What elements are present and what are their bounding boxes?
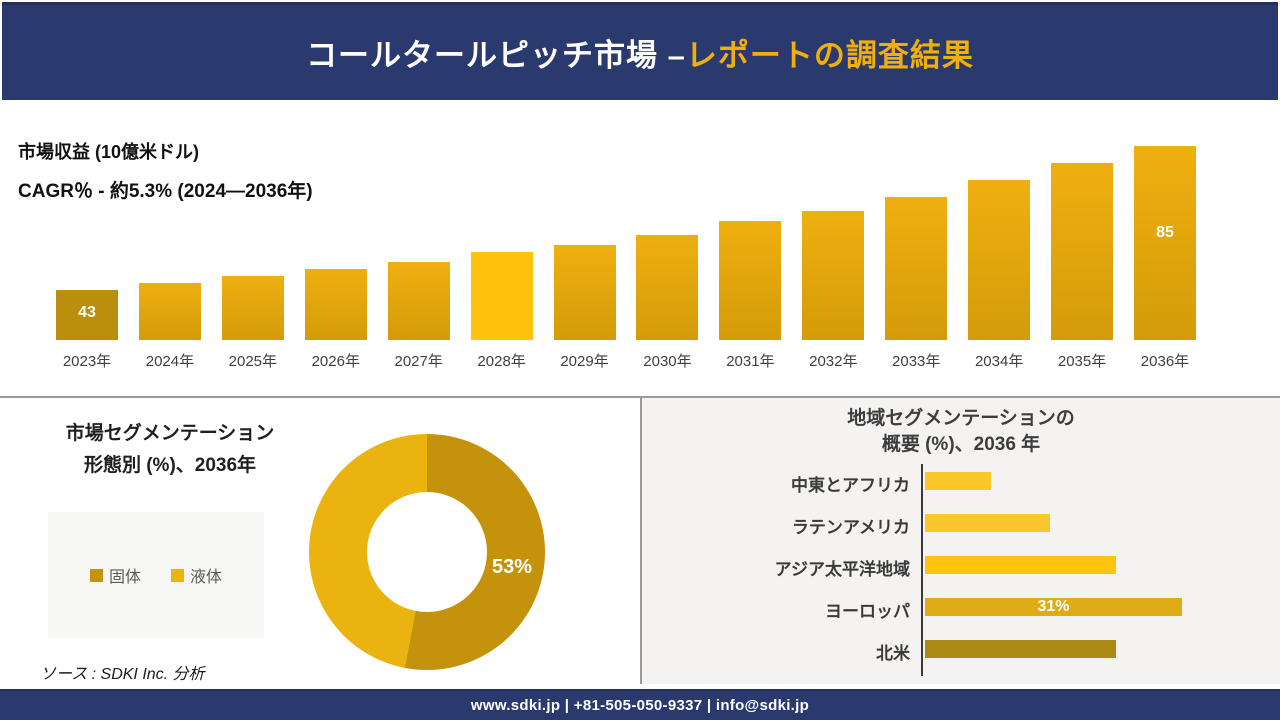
year-axis-label: 2036年 — [1140, 353, 1190, 370]
revenue-bar — [802, 211, 865, 340]
region-bar — [925, 640, 1116, 658]
footer-contact-text: www.sdki.jp | +81-505-050-9337 | info@sd… — [470, 697, 810, 714]
header-band: コールタールピッチ市場 –レポートの調査結果 — [2, 2, 1278, 100]
regional-axis-line — [921, 464, 923, 676]
region-row-北米: 北米 — [642, 640, 1280, 663]
report-title-main: コールタールピッチ市場 – — [306, 38, 686, 73]
form-segmentation-panel: 市場セグメンテーション 形態別 (%)、2036年 固体 液体 53% ソース :… — [0, 398, 640, 684]
region-bar: 31% — [925, 598, 1182, 616]
footer-band: www.sdki.jp | +81-505-050-9337 | info@sd… — [0, 689, 1280, 720]
year-axis-label: 2031年 — [726, 353, 775, 370]
report-title-accent: レポートの調査結果 — [685, 38, 974, 73]
year-axis-label: 2034年 — [974, 353, 1024, 370]
revenue-bar — [470, 252, 533, 340]
region-bar — [925, 514, 1050, 532]
legend-label: 固体 — [108, 569, 141, 586]
region-bar — [925, 556, 1116, 574]
region-bar-value-label: 31% — [1037, 598, 1070, 615]
region-row-アジア太平洋地域: アジア太平洋地域 — [642, 556, 1280, 579]
revenue-bar — [885, 197, 948, 340]
region-label: 中東とアフリカ — [791, 476, 910, 495]
regional-bar-chart: 中東とアフリカ ラテンアメリカアジア太平洋地域ヨーロッパ 31% 北米 — [642, 472, 1280, 676]
source-note: ソース : SDKI Inc. 分析 — [40, 666, 205, 683]
form-panel-title-line2: 形態別 (%)、2036年 — [83, 455, 257, 476]
year-axis-label: 2029年 — [560, 353, 609, 370]
revenue-bar-column-2028年: 2028年 — [470, 252, 533, 370]
donut-value-label: 53% — [491, 556, 533, 578]
year-axis-label: 2027年 — [394, 353, 443, 370]
year-axis-label: 2025年 — [228, 353, 278, 370]
form-panel-title: 市場セグメンテーション 形態別 (%)、2036年 — [18, 418, 322, 482]
revenue-bar — [636, 235, 699, 340]
revenue-bar-column-2029年: 2029年 — [553, 245, 616, 370]
region-label: アジア太平洋地域 — [774, 560, 910, 579]
revenue-bar-column-2025年: 2025年 — [221, 276, 284, 370]
revenue-value-label: 85 — [1156, 224, 1174, 241]
region-bar — [925, 472, 991, 490]
legend-item-固体: 固体 — [89, 563, 141, 587]
vertical-divider — [640, 396, 642, 684]
year-axis-label: 2033年 — [892, 353, 941, 370]
form-panel-title-line1: 市場セグメンテーション — [65, 423, 275, 444]
revenue-bar — [719, 221, 782, 340]
revenue-bar-column-2035年: 2035年 — [1051, 163, 1114, 370]
region-row-ヨーロッパ: ヨーロッパ 31% — [642, 598, 1280, 621]
revenue-value-label: 43 — [78, 304, 96, 321]
region-label: ヨーロッパ — [825, 602, 910, 621]
revenue-bar: 43 — [56, 290, 118, 340]
revenue-bar-column-2031年: 2031年 — [719, 221, 782, 370]
donut-hole — [367, 492, 487, 612]
revenue-bar-column-2036年: 85 2036年 — [1133, 146, 1196, 370]
revenue-bar — [138, 283, 201, 340]
year-axis-label: 2030年 — [643, 353, 692, 370]
regional-segmentation-panel: 地域セグメンテーションの 概要 (%)、2036 年 中東とアフリカ ラテンアメリ… — [642, 398, 1280, 684]
year-axis-label: 2032年 — [809, 353, 858, 370]
revenue-bar-column-2032年: 2032年 — [802, 211, 865, 370]
revenue-bar — [304, 269, 367, 340]
region-row-ラテンアメリカ: ラテンアメリカ — [642, 514, 1280, 537]
revenue-bar-column-2023年: 43 2023年 — [56, 290, 118, 370]
year-axis-label: 2035年 — [1057, 353, 1107, 370]
regional-panel-title-line2: 概要 (%)、2036 年 — [881, 434, 1041, 455]
legend-label: 液体 — [190, 569, 223, 586]
revenue-bar-column-2024年: 2024年 — [138, 283, 201, 370]
region-row-中東とアフリカ: 中東とアフリカ — [642, 472, 1280, 495]
revenue-bar-column-2027年: 2027年 — [387, 262, 450, 370]
revenue-bar — [387, 262, 450, 340]
report-title: コールタールピッチ市場 –レポートの調査結果 — [306, 30, 974, 75]
legend-item-液体: 液体 — [171, 563, 222, 587]
form-legend: 固体 液体 — [48, 512, 264, 638]
revenue-bar — [968, 180, 1031, 340]
revenue-bar-column-2026年: 2026年 — [304, 269, 367, 370]
revenue-bar — [1051, 163, 1114, 340]
region-label: 北米 — [876, 644, 910, 663]
legend-swatch-icon — [89, 568, 103, 582]
region-label: ラテンアメリカ — [791, 518, 910, 537]
revenue-bar-column-2034年: 2034年 — [968, 180, 1031, 370]
regional-panel-title-line1: 地域セグメンテーションの — [847, 408, 1075, 429]
legend-swatch-icon — [171, 568, 184, 582]
revenue-unit-note: 市場収益 (10億米ドル) — [18, 142, 200, 162]
donut-chart: 53% — [309, 434, 545, 670]
revenue-bar — [221, 276, 284, 340]
cagr-note: CAGR％ - 約5.3% (2024―2036年) — [18, 181, 313, 202]
year-axis-label: 2028年 — [477, 353, 526, 370]
year-axis-label: 2026年 — [311, 353, 360, 370]
regional-panel-title: 地域セグメンテーションの 概要 (%)、2036 年 — [642, 406, 1280, 458]
revenue-bar — [553, 245, 616, 340]
year-axis-label: 2023年 — [62, 353, 112, 370]
revenue-bar-column-2033年: 2033年 — [885, 197, 948, 370]
revenue-bar-column-2030年: 2030年 — [636, 235, 699, 370]
revenue-bar-chart: 43 2023年 2024年 2025年 2026年 2027年 2028年 2029年 203… — [56, 130, 1196, 370]
year-axis-label: 2024年 — [145, 353, 195, 370]
revenue-bar: 85 — [1133, 146, 1196, 340]
